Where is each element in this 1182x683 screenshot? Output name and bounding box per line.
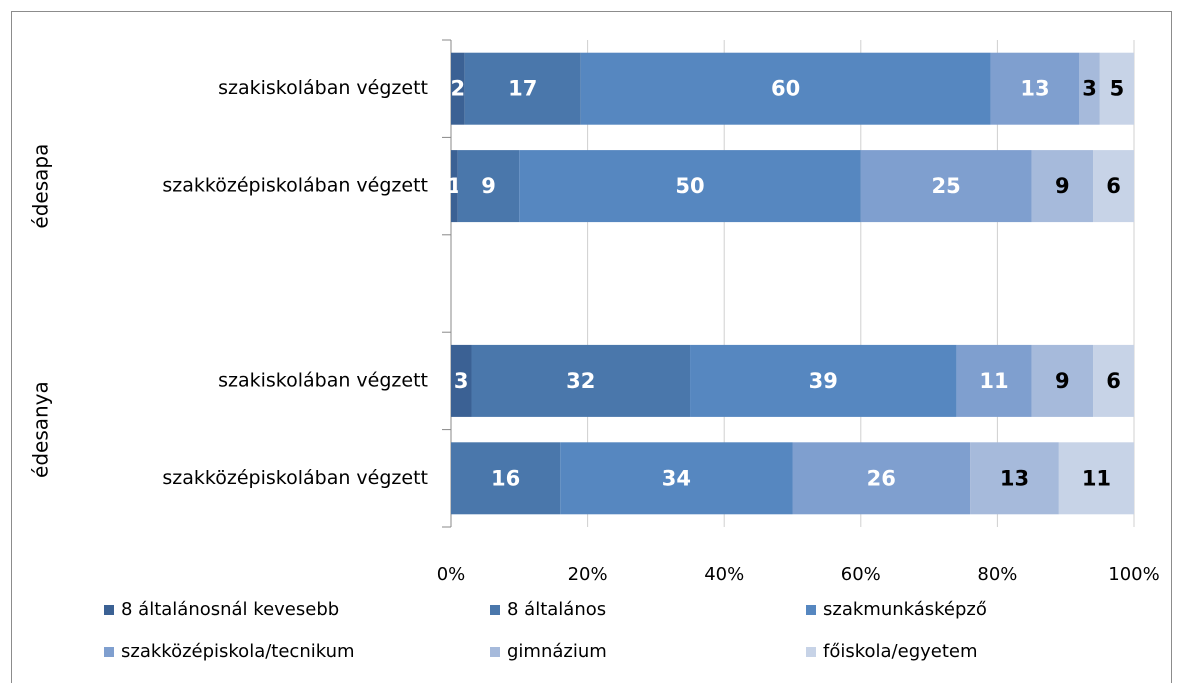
x-tick-label: 100% bbox=[1108, 564, 1159, 585]
x-tick-label: 0% bbox=[437, 564, 466, 585]
bar-segment bbox=[451, 52, 465, 125]
bar-segment bbox=[1031, 150, 1094, 223]
category-label: szakiskolában végzett bbox=[218, 369, 428, 391]
bar-segment bbox=[519, 150, 861, 223]
x-tick-label: 80% bbox=[977, 564, 1017, 585]
value-label: 11 bbox=[979, 369, 1008, 393]
value-label: 50 bbox=[675, 174, 704, 198]
value-label: 16 bbox=[491, 466, 520, 490]
bar-segment bbox=[690, 344, 957, 417]
legend-swatch bbox=[806, 647, 816, 657]
legend-label: 8 általános bbox=[507, 599, 606, 620]
value-label: 6 bbox=[1106, 369, 1121, 393]
value-label: 25 bbox=[932, 174, 961, 198]
value-label: 9 bbox=[481, 174, 496, 198]
legend-swatch bbox=[806, 605, 816, 615]
legend-label: főiskola/egyetem bbox=[823, 641, 978, 662]
bar-segment bbox=[1093, 150, 1134, 223]
value-label: 13 bbox=[1020, 77, 1049, 101]
bar-segment bbox=[560, 442, 793, 515]
value-label: 2 bbox=[451, 77, 466, 101]
legend-label: szakközépiskola/tecnikum bbox=[121, 641, 355, 662]
bar-segment bbox=[580, 52, 991, 125]
category-label: szakközépiskolában végzett bbox=[162, 467, 428, 489]
bar-segment bbox=[970, 442, 1059, 515]
legend-label: szakmunkásképző bbox=[823, 599, 987, 620]
bar-segment bbox=[956, 344, 1032, 417]
value-label: 3 bbox=[454, 369, 469, 393]
bar-segment bbox=[451, 150, 458, 223]
bar-segment bbox=[860, 150, 1032, 223]
bar-segment bbox=[1031, 344, 1094, 417]
value-label: 6 bbox=[1106, 174, 1121, 198]
bar-segment bbox=[451, 344, 472, 417]
group-label: édesapa bbox=[29, 144, 53, 229]
value-label: 3 bbox=[1082, 77, 1097, 101]
value-label: 13 bbox=[1000, 466, 1029, 490]
legend-label: 8 általánosnál kevesebb bbox=[121, 599, 339, 620]
bar-segment bbox=[451, 442, 561, 515]
value-label: 11 bbox=[1082, 466, 1111, 490]
legend-swatch bbox=[104, 605, 114, 615]
group-label: édesanya bbox=[29, 381, 53, 478]
value-label: 9 bbox=[1055, 369, 1070, 393]
category-label: szakiskolában végzett bbox=[218, 77, 428, 99]
category-label: szakközépiskolában végzett bbox=[162, 175, 428, 197]
bar-segment bbox=[471, 344, 691, 417]
x-tick-label: 40% bbox=[704, 564, 744, 585]
legend-swatch bbox=[104, 647, 114, 657]
bar-segment bbox=[1099, 52, 1134, 125]
value-label: 39 bbox=[809, 369, 838, 393]
value-label: 34 bbox=[662, 466, 691, 490]
bar-segment bbox=[792, 442, 971, 515]
value-label: 17 bbox=[508, 77, 537, 101]
bar-segment bbox=[457, 150, 520, 223]
x-tick-label: 20% bbox=[568, 564, 608, 585]
value-label: 32 bbox=[566, 369, 595, 393]
bar-segment bbox=[990, 52, 1080, 125]
legend-label: gimnázium bbox=[507, 641, 607, 662]
value-label: 9 bbox=[1055, 174, 1070, 198]
bar-segment bbox=[1058, 442, 1134, 515]
value-label: 26 bbox=[867, 466, 896, 490]
bar-segment bbox=[1093, 344, 1134, 417]
legend-swatch bbox=[490, 647, 500, 657]
legend-swatch bbox=[490, 605, 500, 615]
value-label: 5 bbox=[1110, 77, 1125, 101]
bar-segment bbox=[1079, 52, 1100, 125]
x-tick-label: 60% bbox=[841, 564, 881, 585]
bar-segment bbox=[464, 52, 581, 125]
value-label: 60 bbox=[771, 77, 800, 101]
